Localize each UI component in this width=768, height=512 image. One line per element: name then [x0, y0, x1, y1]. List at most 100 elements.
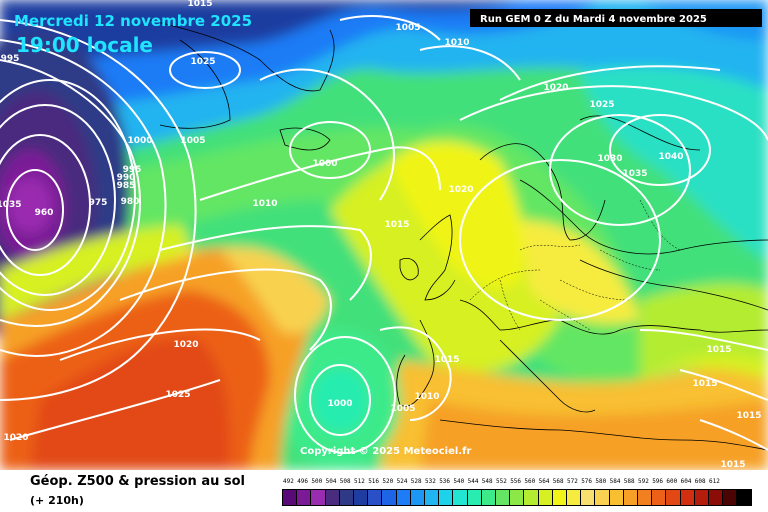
coastlines — [149, 19, 768, 451]
color-scale-cell — [424, 489, 440, 506]
color-scale-label: 564 — [538, 478, 550, 485]
isobar-label: 1015 — [692, 379, 717, 389]
color-scale-cell — [495, 489, 511, 506]
color-scale-label: 512 — [354, 478, 365, 485]
isobar-label: 1015 — [720, 460, 745, 470]
color-scale-label: 600 — [666, 478, 678, 485]
isobar-label: 1005 — [390, 404, 415, 414]
color-scale-cell — [409, 489, 425, 506]
color-scale-label: 572 — [567, 478, 578, 485]
color-scale-label: 604 — [680, 478, 692, 485]
isobar-label: 1025 — [589, 100, 614, 110]
color-scale-label: 552 — [496, 478, 507, 485]
isobar-label: 1000 — [312, 159, 337, 169]
color-scale-label: 532 — [425, 478, 436, 485]
color-scale-cell — [708, 489, 724, 506]
isobar-label: 995 — [123, 165, 142, 175]
color-scale-cell — [381, 489, 397, 506]
color-scale-label: 496 — [297, 478, 309, 485]
color-scale-label: 544 — [467, 478, 479, 485]
color-scale-cell — [608, 489, 624, 506]
weather-map: 1015 1005 1010 995 1025 1020 1025 1000 1… — [0, 0, 768, 470]
color-scale-cell — [594, 489, 610, 506]
color-scale-cell — [353, 489, 369, 506]
color-scale-label: 536 — [439, 478, 451, 485]
product-title: Géop. Z500 & pression au sol — [30, 474, 245, 489]
isobar-label: 1000 — [327, 399, 352, 409]
color-scale-label: 576 — [581, 478, 593, 485]
isobar-label: 1010 — [444, 38, 469, 48]
color-scale-label: 596 — [652, 478, 664, 485]
color-scale-label: 584 — [609, 478, 621, 485]
color-scale-cell — [665, 489, 681, 506]
isobar-label: 980 — [121, 197, 140, 207]
color-scale-label: 612 — [709, 478, 720, 485]
isobar-label: 1015 — [384, 220, 409, 230]
color-scale-label: 504 — [325, 478, 337, 485]
run-banner — [470, 9, 762, 27]
isobar-label: 1030 — [597, 154, 622, 164]
color-scale-label: 516 — [368, 478, 380, 485]
color-scale-label: 568 — [552, 478, 564, 485]
isobar-label: 1015 — [736, 411, 761, 421]
isobar-label: 1015 — [187, 0, 212, 9]
color-scale-label: 556 — [510, 478, 522, 485]
isobar-label: 990 — [117, 173, 136, 183]
color-scale-cell — [651, 489, 667, 506]
forecast-time: 19:00 locale — [16, 33, 153, 57]
color-scale-cell — [693, 489, 709, 506]
color-scale-cell — [395, 489, 411, 506]
color-scale-label: 508 — [339, 478, 351, 485]
color-scale-label: 560 — [524, 478, 536, 485]
color-scale-cell — [736, 489, 752, 506]
color-scale-cell — [438, 489, 454, 506]
isobar-label: 1040 — [658, 152, 683, 162]
color-scale-cell — [722, 489, 738, 506]
isobar-label: 1000 — [127, 136, 152, 146]
isobar-label: 1015 — [706, 345, 731, 355]
color-scale-cell — [566, 489, 582, 506]
color-scale-cell — [679, 489, 695, 506]
color-scale-cell — [537, 489, 553, 506]
isobar-label: 1020 — [173, 340, 198, 350]
color-scale-label: 540 — [453, 478, 465, 485]
isobar-label: 1020 — [3, 433, 28, 443]
run-info: Run GEM 0 Z du Mardi 4 novembre 2025 — [480, 14, 707, 25]
isobar-labels: 1015 1005 1010 995 1025 1020 1025 1000 1… — [0, 0, 762, 470]
isobar-label: 1010 — [414, 392, 439, 402]
color-scale-cell — [523, 489, 539, 506]
color-scale-label: 492 — [283, 478, 294, 485]
isobar-label: 1035 — [0, 200, 22, 210]
isobar-label: 1015 — [434, 355, 459, 365]
color-scale-label: 608 — [694, 478, 706, 485]
isobar-label: 1025 — [190, 57, 215, 67]
color-scale-cell — [338, 489, 354, 506]
color-scale-cell — [580, 489, 596, 506]
color-scale-cell — [509, 489, 525, 506]
color-scale-cell — [367, 489, 383, 506]
color-scale-cell — [551, 489, 567, 506]
color-scale-cell — [452, 489, 468, 506]
isobar-label: 1020 — [543, 83, 568, 93]
country-borders — [469, 199, 681, 331]
color-scale-cell — [622, 489, 638, 506]
color-scale-cell — [282, 489, 298, 506]
color-scale-cell — [324, 489, 340, 506]
color-scale-label: 528 — [410, 478, 422, 485]
color-scale-cell — [480, 489, 496, 506]
color-scale-cell — [637, 489, 653, 506]
color-scale-cell — [310, 489, 326, 506]
isobar-label: 975 — [89, 198, 108, 208]
color-scale-label: 592 — [638, 478, 649, 485]
isobar-label: 960 — [35, 208, 54, 218]
color-scale-label: 588 — [623, 478, 635, 485]
isobar-label: 985 — [117, 181, 136, 191]
color-scale-label: 500 — [311, 478, 323, 485]
isobar-label: 1005 — [395, 23, 420, 33]
isobar-label: 1020 — [448, 185, 473, 195]
color-scale-label: 520 — [382, 478, 394, 485]
color-scale-cell — [466, 489, 482, 506]
isobar-label: 995 — [1, 54, 20, 64]
geopotential-field — [0, 0, 768, 470]
